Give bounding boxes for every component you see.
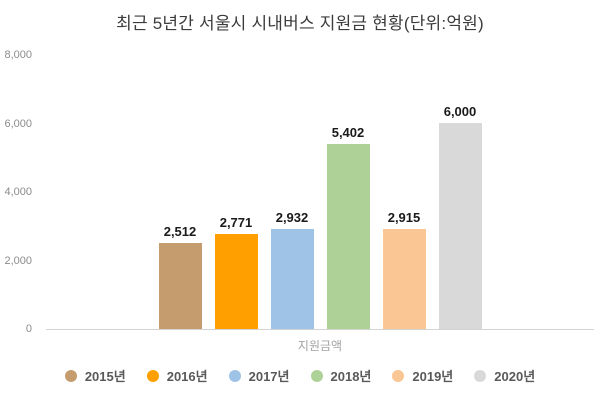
legend-marker-icon [228, 369, 241, 382]
legend-item-2020년: 2020년 [474, 366, 535, 385]
bar-group-2019년: 2,915 [382, 210, 426, 329]
bars: 2,512 2,771 2,932 5,402 2,915 6,000 [46, 55, 594, 329]
legend-item-2018년: 2018년 [310, 366, 372, 385]
legend-item-2016년: 2016년 [146, 366, 208, 385]
plot-area: 2,512 2,771 2,932 5,402 2,915 6,000 [46, 55, 594, 330]
legend-label: 2016년 [166, 369, 208, 384]
legend-item-2019년: 2019년 [392, 366, 453, 385]
bar-2015년 [158, 243, 202, 329]
y-tick-label: 6,000 [4, 117, 32, 130]
legend-item-2015년: 2015년 [64, 366, 126, 385]
legend-label: 2015년 [84, 369, 126, 384]
bar-value-label: 2,512 [163, 224, 197, 239]
bar-group-2016년: 2,771 [214, 215, 258, 329]
legend-label: 2020년 [494, 369, 536, 384]
bar-group-2018년: 5,402 [326, 125, 370, 329]
legend-marker-icon [146, 369, 159, 382]
legend-label: 2017년 [248, 369, 290, 384]
chart-title: 최근 5년간 서울시 시내버스 지원금 현황(단위:억원) [116, 14, 484, 33]
bar-value-label: 5,402 [331, 125, 365, 140]
y-tick-label: 0 [25, 323, 32, 335]
legend: 2015년 2016년 2017년 2018년 2019년 2020년 [0, 366, 600, 385]
y-tick-label: 2,000 [4, 254, 32, 267]
legend-label: 2018년 [330, 369, 372, 384]
legend-marker-icon [64, 369, 77, 382]
bar-group-2020년: 6,000 [438, 104, 482, 329]
x-axis-category-label: 지원금액 [297, 339, 343, 353]
bar-2018년 [326, 144, 370, 329]
bar-value-label: 2,932 [275, 210, 309, 225]
y-tick-label: 4,000 [4, 186, 32, 198]
bar-2017년 [270, 229, 314, 329]
legend-marker-icon [474, 369, 487, 382]
bar-value-label: 6,000 [443, 104, 477, 119]
legend-label: 2019년 [412, 369, 454, 384]
legend-marker-icon [310, 369, 323, 382]
bar-value-label: 2,771 [219, 215, 253, 230]
bar-2019년 [382, 229, 426, 329]
bar-2016년 [214, 234, 258, 329]
bar-2020년 [438, 123, 482, 329]
bar-group-2015년: 2,512 [158, 224, 202, 329]
legend-marker-icon [392, 369, 405, 382]
legend-item-2017년: 2017년 [228, 366, 290, 385]
bar-group-2017년: 2,932 [270, 210, 314, 329]
bar-value-label: 2,915 [387, 210, 421, 225]
y-tick-label: 8,000 [4, 49, 32, 61]
y-axis: 0 2,000 4,000 6,000 8,000 [0, 49, 34, 335]
